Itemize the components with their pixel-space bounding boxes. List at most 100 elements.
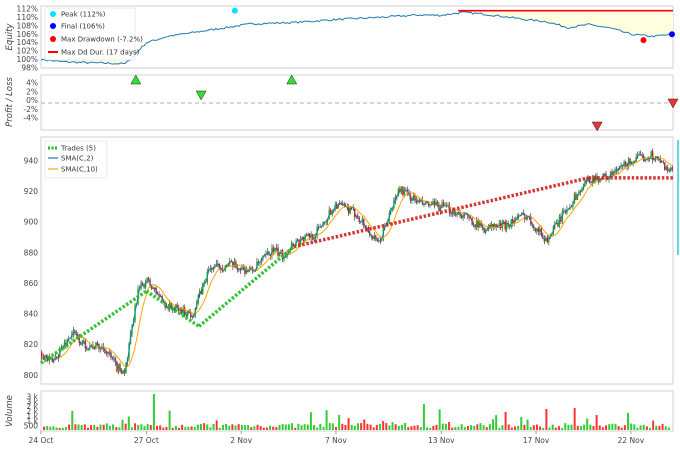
volume-bar-43 (178, 427, 181, 430)
volume-bar-193 (649, 427, 652, 430)
volume-bar-28 (130, 427, 133, 430)
volume-bar-41 (171, 427, 174, 430)
volume-bar-158 (539, 426, 542, 430)
volume-bar-101 (360, 423, 363, 430)
equity-ytick-3: 104% (17, 38, 38, 47)
trade-marker-1 (195, 90, 207, 101)
trade-marker-0 (130, 74, 142, 85)
volume-bar-18 (99, 424, 102, 430)
volume-bar-13 (83, 424, 86, 430)
volume-bar-114 (400, 424, 403, 430)
volume-bar-111 (391, 422, 394, 430)
volume-bar-71 (265, 427, 268, 430)
x-tick-label-2: 2 Nov (230, 436, 252, 445)
volume-bar-182 (614, 423, 617, 430)
x-tick-label-5: 17 Nov (523, 436, 550, 445)
volume-bar-104 (369, 424, 372, 430)
volume-bar-36 (156, 425, 159, 430)
volume-bar-58 (225, 423, 228, 430)
volume-bar-141 (485, 427, 488, 430)
volume-bar-29 (134, 423, 137, 430)
volume-bar-157 (535, 424, 538, 430)
drawdown-area (41, 11, 673, 65)
drawdown-legend-icon (50, 36, 56, 42)
x-tick-label-1: 27 Oct (134, 436, 159, 445)
volume-bar-139 (479, 423, 482, 430)
equity-ytick-0: 98% (21, 64, 38, 73)
volume-bar-0 (43, 426, 45, 430)
volume-bar-83 (303, 424, 306, 430)
volume-bar-119 (416, 425, 419, 430)
volume-bar-131 (454, 426, 457, 430)
pl-ytick-1: -2% (23, 105, 38, 114)
volume-bar-79 (291, 423, 294, 430)
legend-sma10: SMA(C,10) (61, 166, 98, 174)
equity-ytick-4: 106% (17, 30, 38, 39)
volume-bar-185 (623, 425, 626, 430)
volume-bar-170 (576, 425, 579, 430)
volume-bar-190 (639, 425, 642, 430)
price-ytick-6: 920 (24, 187, 39, 196)
volume-bar-33 (146, 424, 149, 430)
volume-bar-94 (338, 414, 341, 430)
volume-bar-84 (306, 424, 309, 430)
price-ytick-7: 940 (24, 156, 39, 165)
volume-bar-15 (90, 425, 93, 430)
x-axis-ticks: 24 Oct 27 Oct 2 Nov 7 Nov 13 Nov 17 Nov 22 Nov (29, 431, 645, 445)
volume-bar-181 (611, 423, 614, 430)
price-ytick-3: 860 (24, 279, 39, 288)
volume-bar-86 (313, 424, 316, 430)
volume-bar-80 (294, 427, 297, 430)
price-series (40, 140, 679, 377)
volume-bar-175 (592, 425, 595, 430)
volume-bar-189 (636, 427, 639, 430)
volume-bar-180 (608, 424, 611, 430)
volume-bar-161 (548, 427, 551, 430)
trade-marker-4 (667, 98, 679, 109)
volume-bar-134 (463, 427, 466, 430)
x-tick-label-0: 24 Oct (29, 436, 54, 445)
peak-legend-icon (50, 11, 56, 17)
candle-body-419 (671, 167, 673, 170)
final-legend-icon (50, 23, 56, 29)
volume-bar-40 (168, 410, 171, 430)
volume-bar-56 (218, 427, 221, 430)
volume-bar-35 (152, 394, 155, 430)
volume-bar-108 (382, 421, 385, 430)
price-ytick-4: 880 (24, 248, 39, 257)
equity-legend: Peak (112%) Final (106%) Max Drawdown (-… (44, 7, 143, 61)
profit-loss-yticks: -4%-2%0%2%4% (23, 79, 38, 123)
volume-bar-5 (58, 427, 61, 430)
legend-drawdown: Max Drawdown (-7.2%) (61, 36, 143, 44)
volume-bar-81 (297, 423, 300, 430)
volume-bar-143 (492, 419, 495, 430)
volume-bar-92 (331, 423, 334, 430)
volume-bar-112 (394, 424, 397, 430)
volume-ytick-5: 3 k (27, 397, 39, 406)
drawdown-marker (640, 37, 647, 44)
volume-bar-48 (193, 426, 196, 430)
volume-bar-75 (278, 424, 281, 430)
volume-bar-122 (426, 427, 429, 430)
equity-series (40, 7, 675, 65)
volume-bar-26 (124, 423, 127, 430)
volume-bar-39 (165, 426, 168, 430)
volume-bar-27 (127, 416, 130, 430)
price-ytick-1: 820 (24, 340, 39, 349)
volume-bar-85 (309, 412, 312, 430)
volume-bar-68 (256, 424, 259, 430)
equity-ytick-5: 108% (17, 21, 38, 30)
pl-ytick-2: 0% (26, 96, 38, 105)
volume-bar-155 (529, 427, 532, 430)
volume-bar-63 (240, 424, 243, 430)
equity-ytick-2: 102% (17, 47, 38, 56)
volume-bar-102 (363, 419, 366, 430)
volume-bar-110 (388, 425, 391, 430)
volume-bar-177 (598, 425, 601, 430)
volume-bar-184 (620, 427, 623, 430)
volume-bar-198 (664, 426, 667, 430)
volume-bar-46 (187, 426, 190, 430)
trade-line-1 (145, 289, 200, 328)
volume-bar-166 (564, 423, 567, 430)
